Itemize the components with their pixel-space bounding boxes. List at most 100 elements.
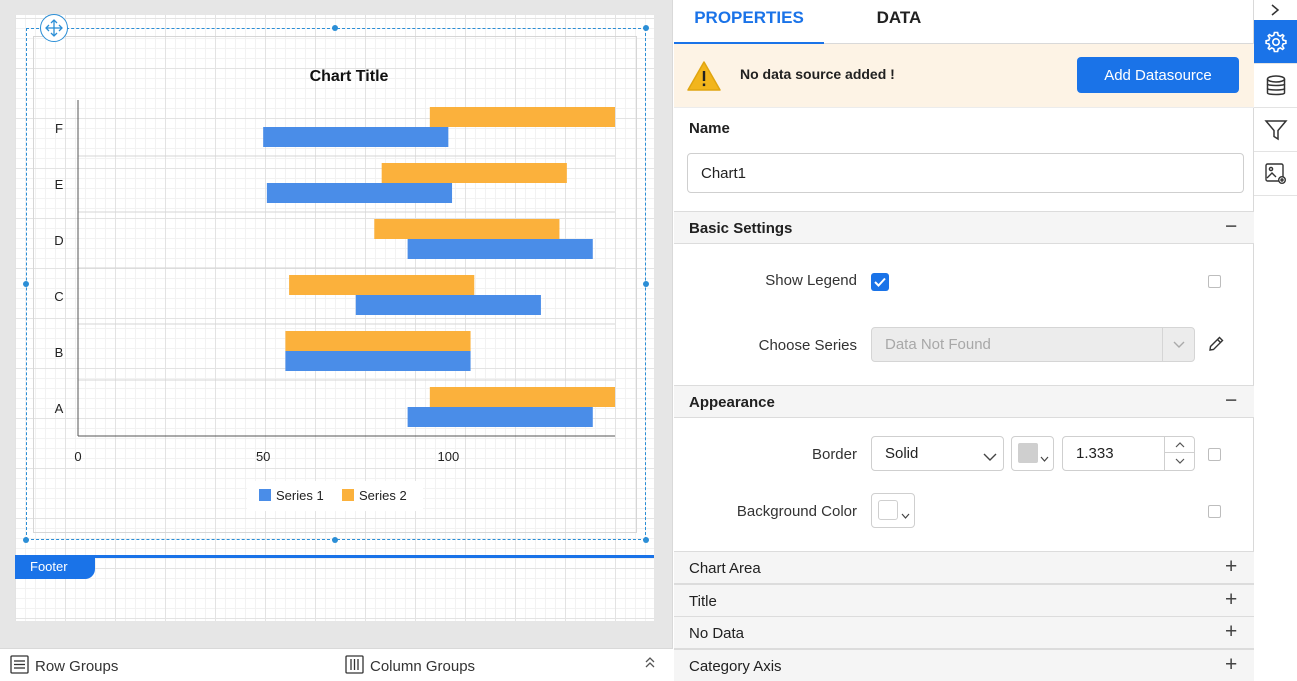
chevron-down-icon [983,449,997,466]
design-surface: A B C D E F 0 50 100 Chart Title Series 1 Series … [0,0,673,648]
bar-series-1 [285,351,471,371]
panel-tabs: PROPERTIES DATA [674,0,1254,44]
chart-name-field[interactable] [687,153,1244,193]
legend-label: Series 2 [359,488,407,503]
category-tick-label: E [55,177,64,192]
title-section-title: Title [689,593,717,610]
collapse-icon[interactable]: − [1225,389,1238,412]
column-groups-icon [345,655,364,678]
bar-series-1 [407,407,593,427]
expand-icon[interactable]: + [1225,653,1238,676]
image-settings-icon[interactable] [1254,152,1297,196]
filter-icon[interactable] [1254,108,1297,152]
footer-tab[interactable]: Footer [15,556,95,579]
tab-properties[interactable]: PROPERTIES [674,0,824,44]
warning-icon [686,60,722,97]
show-legend-expression-checkbox[interactable] [1208,275,1221,288]
bar-series-2 [374,219,560,239]
background-color-picker[interactable] [871,493,915,528]
expand-icon[interactable]: + [1225,620,1238,643]
chevron-double-up-icon[interactable] [643,655,657,673]
category-tick-label: F [55,121,63,136]
groups-bar: Row Groups Column Groups [0,648,673,681]
pencil-icon[interactable] [1207,335,1225,358]
background-color-swatch [878,500,898,520]
border-expression-checkbox[interactable] [1208,448,1221,461]
resize-handle-bottom[interactable] [332,537,338,543]
row-groups-icon [10,655,29,678]
show-legend-checkbox[interactable] [871,273,889,291]
collapse-icon[interactable]: − [1225,215,1238,238]
x-tick-label: 50 [256,449,270,464]
border-color-picker[interactable] [1011,436,1054,471]
resize-handle-top[interactable] [332,25,338,31]
bar-series-1 [266,183,453,203]
basic-settings-header[interactable]: Basic Settings − [674,211,1254,244]
legend-label: Series 1 [276,488,324,503]
category-tick-label: A [55,401,64,416]
background-color-expression-checkbox[interactable] [1208,505,1221,518]
choose-series-label: Choose Series [758,337,857,354]
appearance-title: Appearance [689,394,775,411]
bar-series-2 [429,107,615,127]
selection-frame [26,28,646,540]
move-icon[interactable] [40,14,68,42]
no-data-header[interactable]: No Data + [674,616,1254,649]
choose-series-value: Data Not Found [885,336,991,353]
resize-handle-right[interactable] [643,281,649,287]
chevron-up-icon[interactable] [1165,437,1194,453]
x-tick-label: 100 [437,449,459,464]
resize-handle-bottom-right[interactable] [643,537,649,543]
resize-handle-top-right[interactable] [643,25,649,31]
legend-swatch [259,489,271,501]
border-style-dropdown[interactable]: Solid [871,436,1004,471]
column-groups-label: Column Groups [370,658,476,675]
chevron-right-icon[interactable] [1269,3,1281,22]
chevron-down-icon [1162,328,1194,361]
border-label: Border [811,446,857,463]
chevron-down-icon [901,506,910,524]
tab-data[interactable]: DATA [876,8,922,27]
legend-swatch [342,489,354,501]
column-groups-button[interactable]: Column Groups [345,655,475,678]
border-width-value: 1.333 [1076,445,1114,462]
bar-series-1 [407,239,593,259]
border-width-spinner[interactable] [1164,437,1194,470]
legend-background [247,481,423,511]
name-label: Name [689,120,730,137]
chart-area-title: Chart Area [689,560,761,577]
expand-icon[interactable]: + [1225,555,1238,578]
border-color-swatch [1018,443,1038,463]
properties-panel: PROPERTIES DATA No data source added ! A… [674,0,1254,681]
no-datasource-banner: No data source added ! Add Datasource [674,44,1254,108]
expand-icon[interactable]: + [1225,588,1238,611]
bar-series-1 [263,127,449,147]
x-tick-label: 0 [74,449,81,464]
gear-icon[interactable] [1254,20,1297,64]
row-groups-button[interactable]: Row Groups [10,655,118,678]
title-header[interactable]: Title + [674,584,1254,617]
appearance-header[interactable]: Appearance − [674,385,1254,418]
chart-area-header[interactable]: Chart Area + [674,551,1254,584]
border-width-input[interactable]: 1.333 [1062,436,1195,471]
choose-series-dropdown[interactable]: Data Not Found [871,327,1195,362]
category-tick-label: D [54,233,63,248]
bar-series-1 [355,295,541,315]
category-tick-label: B [55,345,64,360]
bar-series-2 [285,331,471,351]
database-icon[interactable] [1254,64,1297,108]
chart-title[interactable]: Chart Title [310,68,389,85]
resize-handle-bottom-left[interactable] [23,537,29,543]
resize-handle-left[interactable] [23,281,29,287]
chevron-down-icon[interactable] [1165,453,1194,469]
category-axis-title: Category Axis [689,658,782,675]
bar-series-2 [289,275,475,295]
show-legend-label: Show Legend [765,272,857,289]
no-data-title: No Data [689,625,745,642]
side-toolbar [1254,0,1297,681]
category-axis-header[interactable]: Category Axis + [674,649,1254,681]
add-datasource-button[interactable]: Add Datasource [1077,57,1239,93]
chevron-down-icon [1040,449,1049,467]
